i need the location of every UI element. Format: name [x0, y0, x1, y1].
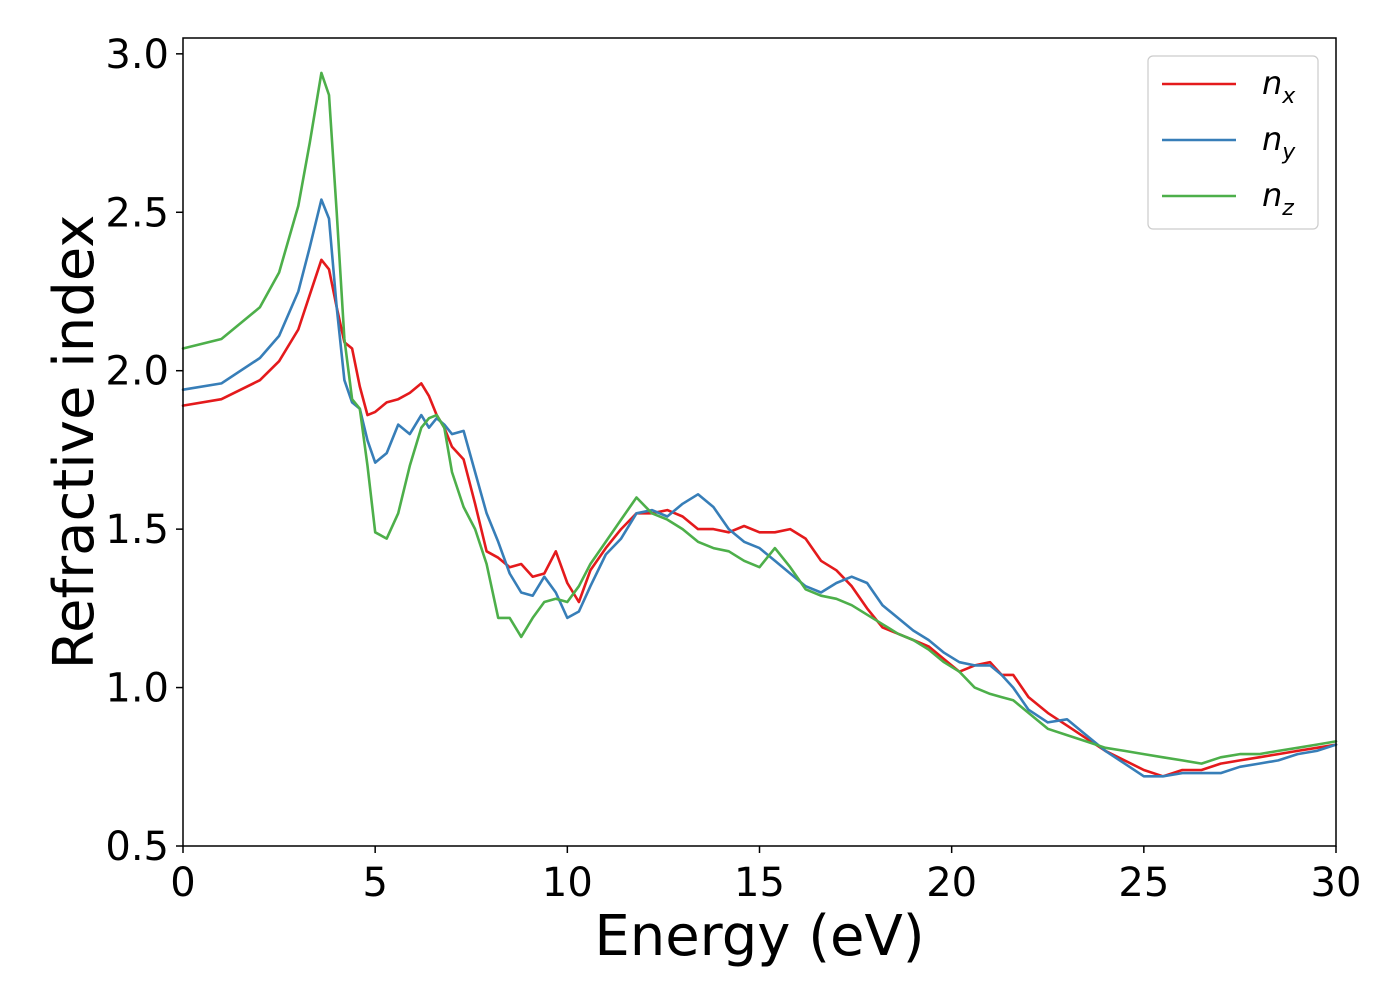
x-tick-label: 10	[542, 860, 593, 906]
legend-label-main: n	[1262, 176, 1282, 214]
y-tick-label: 1.0	[105, 666, 169, 712]
series-line-y	[181, 198, 1338, 778]
y-tick-label: 0.5	[105, 824, 169, 870]
legend-label-y: ny	[1262, 120, 1296, 165]
x-axis-ticks: 0 5 10 15 20 25 30	[170, 846, 1361, 906]
legend-box	[1147, 55, 1319, 230]
x-tick-label: 30	[1311, 860, 1362, 906]
legend-label-x: nx	[1262, 64, 1296, 109]
x-tick-label: 15	[734, 860, 785, 906]
legend-label-z: nz	[1262, 176, 1294, 221]
series-line-z	[181, 71, 1338, 765]
series-line-x	[181, 258, 1338, 778]
y-axis-ticks: 0.5 1.0 1.5 2.0 2.5 3.0	[105, 32, 183, 870]
x-tick-label: 25	[1118, 860, 1169, 906]
y-tick-label: 2.5	[105, 190, 169, 236]
legend-label-subscript: x	[1281, 84, 1296, 109]
legend-label-subscript: y	[1281, 140, 1296, 165]
x-tick-label: 20	[926, 860, 977, 906]
x-axis-label: Energy (eV)	[594, 904, 924, 969]
y-tick-label: 3.0	[105, 32, 169, 78]
legend-label-subscript: z	[1281, 196, 1294, 221]
y-tick-label: 1.5	[105, 507, 169, 553]
legend-label-main: n	[1262, 120, 1282, 158]
y-tick-label: 2.0	[105, 349, 169, 395]
x-tick-label: 0	[170, 860, 195, 906]
series-layer	[181, 71, 1338, 778]
x-tick-label: 5	[362, 860, 387, 906]
y-axis-label: Refractive index	[42, 215, 107, 670]
legend-label-main: n	[1262, 64, 1282, 102]
